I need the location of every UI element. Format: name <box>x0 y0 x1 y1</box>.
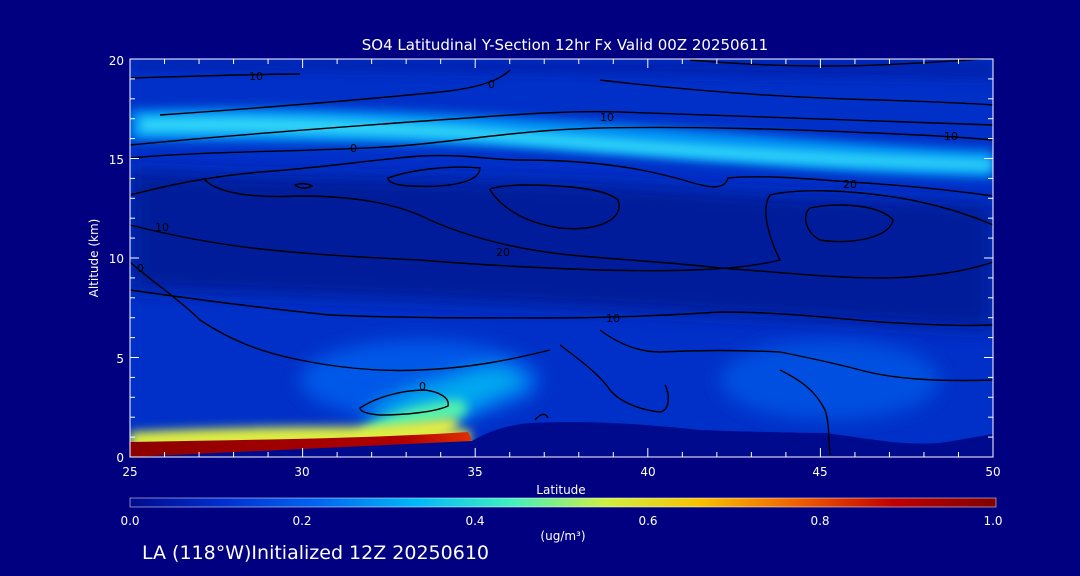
contour-line <box>387 166 481 188</box>
plot-area: 10 0 10 10 0 20 10 0 20 10 0 <box>130 59 993 457</box>
colorbar-tick-label: 0.8 <box>810 514 829 528</box>
y-tick-label: 0 <box>116 451 124 465</box>
contour-label: 10 <box>944 130 958 143</box>
y-tick-label: 10 <box>109 252 124 266</box>
y-tick-label: 20 <box>109 54 124 68</box>
concentration-blob <box>720 340 940 420</box>
y-tick-label: 5 <box>116 352 124 366</box>
contour-line <box>779 369 831 456</box>
contour-line <box>130 261 551 372</box>
low-concentration-region <box>130 170 993 330</box>
upper-concentration-core <box>140 117 993 170</box>
contour-line <box>359 389 449 416</box>
contour-label: 10 <box>249 70 263 83</box>
contour-label: 10 <box>155 221 169 234</box>
x-tick-label: 35 <box>467 465 482 479</box>
y-tick-label: 15 <box>109 153 124 167</box>
contour-label: 0 <box>488 78 495 91</box>
x-tick-labels: 25 30 35 40 45 50 <box>122 465 1000 479</box>
contour-line <box>599 79 993 106</box>
contour-line <box>689 59 990 67</box>
contour-line <box>489 184 620 230</box>
contour-label: 0 <box>350 142 357 155</box>
colorbar-unit-label: (ug/m³) <box>540 529 585 543</box>
terrain <box>130 422 993 457</box>
contour-line <box>559 344 669 413</box>
x-tick-label: 40 <box>640 465 655 479</box>
x-tick-label: 50 <box>985 465 1000 479</box>
y-axis-label: Altitude (km) <box>87 219 101 298</box>
colorbar-tick-label: 0.4 <box>465 514 484 528</box>
x-tick-label: 30 <box>294 465 309 479</box>
colorbar-tick-label: 0.2 <box>292 514 311 528</box>
colorbar-tick-label: 0.0 <box>120 514 139 528</box>
x-tick-label: 25 <box>122 465 137 479</box>
contour-label: 10 <box>600 111 614 124</box>
contour-line <box>130 73 301 79</box>
contour-label: 20 <box>496 246 510 259</box>
x-axis-label: Latitude <box>536 483 585 497</box>
contour-line <box>130 154 993 197</box>
contour-line <box>130 289 993 327</box>
surface-layer <box>130 432 472 457</box>
contour-line <box>599 329 993 382</box>
contour-line <box>204 179 993 279</box>
contour-label: 0 <box>137 262 144 275</box>
colorbar <box>129 497 997 508</box>
colorbar-tick-label: 1.0 <box>983 514 1002 528</box>
contour-line <box>130 126 993 159</box>
contour-line <box>804 204 894 243</box>
colorbar-tick-labels: 0.0 0.2 0.4 0.6 0.8 1.0 <box>120 514 1002 528</box>
contour-label: 10 <box>606 312 620 325</box>
contour-line <box>159 69 511 116</box>
colorbar-tick-label: 0.6 <box>638 514 657 528</box>
x-tick-label: 45 <box>812 465 827 479</box>
chart-title: SO4 Latitudinal Y-Section 12hr Fx Valid … <box>362 36 768 54</box>
contour-label: 0 <box>419 380 426 393</box>
y-tick-labels: 0 5 10 15 20 <box>109 54 124 465</box>
footer-caption: LA (118°W)Initialized 12Z 20250610 <box>142 542 489 564</box>
contour-line <box>130 110 993 146</box>
contour-line <box>293 182 314 189</box>
contour-label: 20 <box>843 178 857 191</box>
contour-line <box>130 190 993 272</box>
tick-marks <box>129 58 994 458</box>
contour-line <box>534 413 549 421</box>
